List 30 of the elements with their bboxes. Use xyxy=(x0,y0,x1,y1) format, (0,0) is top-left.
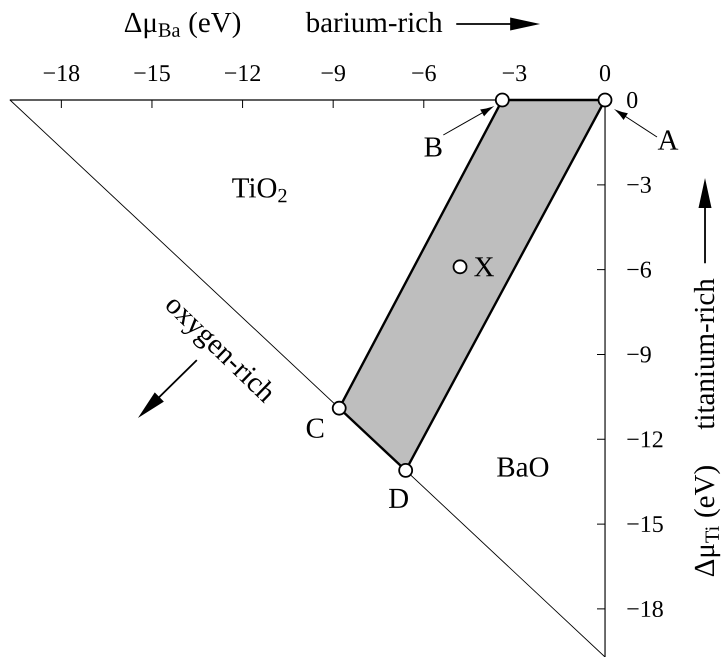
annotation: X xyxy=(474,257,494,276)
annotation: D xyxy=(389,488,408,508)
y-tick-label: −15 xyxy=(627,516,663,532)
x-axis-title: Δμ$_{Ba}$ (eV) xyxy=(124,12,240,38)
y-tick-label: −9 xyxy=(627,346,651,363)
y-axis-title: Δμ$_{Ti}$ (eV) xyxy=(694,466,720,576)
x-tick-label: −9 xyxy=(322,65,345,82)
y-tick-label: −3 xyxy=(627,176,651,193)
annotation: BaO xyxy=(497,457,548,477)
y-tick-label: −6 xyxy=(627,262,652,278)
point xyxy=(452,259,468,274)
annotation: B xyxy=(424,137,442,157)
point xyxy=(332,400,347,416)
point xyxy=(494,92,510,108)
text: barium-rich xyxy=(306,12,442,32)
point xyxy=(398,462,414,478)
point xyxy=(598,92,612,108)
y-tick-label: −12 xyxy=(627,431,662,448)
annotation: TiO$_{2}$ xyxy=(232,178,286,202)
text: titanium-rich xyxy=(694,278,714,430)
y-tick-label: 0 xyxy=(627,92,638,108)
x-tick-label: −6 xyxy=(412,65,436,82)
x-tick-label: 0 xyxy=(600,65,610,82)
x-tick-label: −18 xyxy=(44,65,80,82)
annotation: A xyxy=(658,130,678,150)
y-tick-label: −18 xyxy=(627,600,663,618)
x-tick-label: −12 xyxy=(224,65,260,81)
x-tick-label: −15 xyxy=(134,65,170,82)
x-tick-label: −3 xyxy=(502,65,526,82)
annotation: C xyxy=(306,418,324,438)
